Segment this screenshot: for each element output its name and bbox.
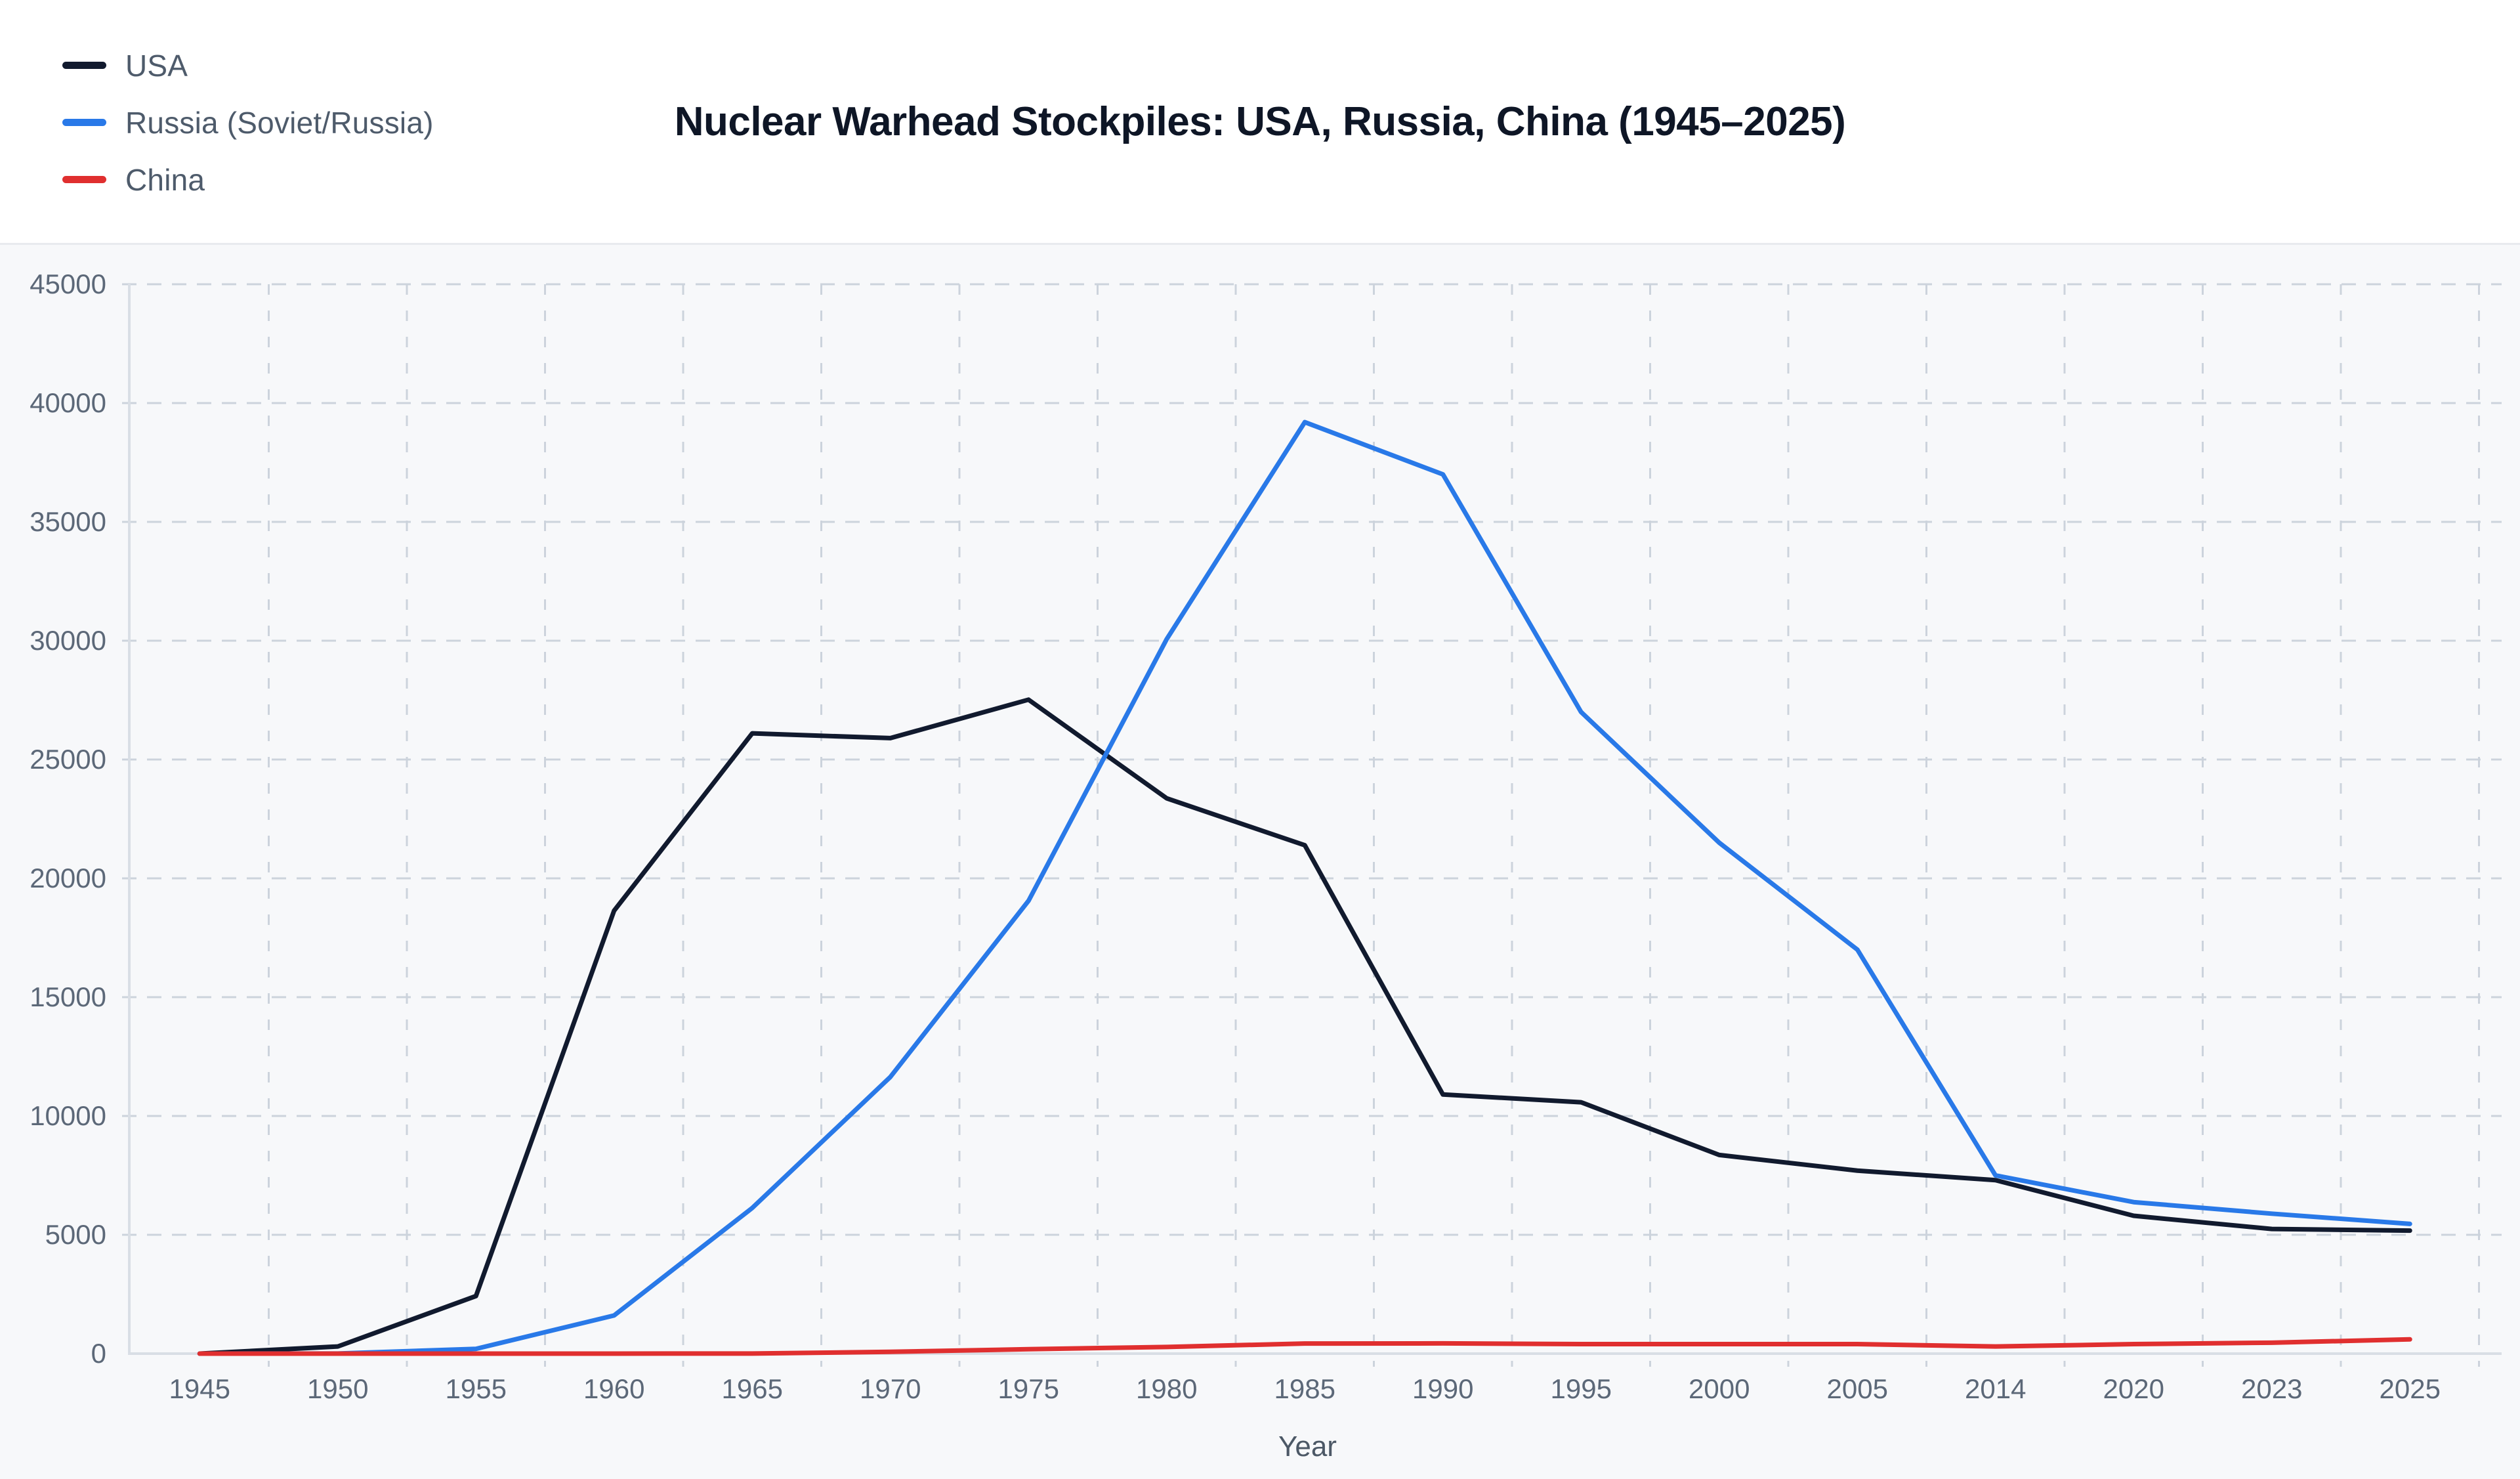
legend-label-china: China: [125, 162, 205, 197]
y-tick-label: 15000: [30, 981, 106, 1012]
x-tick-label: 2014: [1965, 1373, 2026, 1404]
plot-area: [0, 245, 2520, 1479]
x-axis-title: Year: [1278, 1430, 1337, 1463]
x-tick-label: 1990: [1412, 1373, 1473, 1404]
y-tick-label: 10000: [30, 1100, 106, 1131]
legend-label-russia: Russia (Soviet/Russia): [125, 105, 434, 140]
x-tick-label: 2000: [1689, 1373, 1750, 1404]
china-line-swatch-icon: [62, 176, 106, 183]
series-line-china: [197, 1337, 2412, 1356]
y-tick-label: 5000: [45, 1219, 106, 1250]
x-tick-label: 2023: [2241, 1373, 2302, 1404]
legend-item-china[interactable]: China: [62, 151, 434, 208]
russia-line-swatch-icon: [62, 119, 106, 126]
page-title: Nuclear Warhead Stockpiles: USA, Russia,…: [674, 99, 1846, 144]
y-tick-label: 0: [91, 1338, 106, 1369]
x-tick-label: 1975: [998, 1373, 1059, 1404]
legend-item-russia[interactable]: Russia (Soviet/Russia): [62, 94, 434, 151]
x-tick-label: 2020: [2103, 1373, 2164, 1404]
y-tick-label: 45000: [30, 268, 106, 299]
series-line-russia-soviet-russia: [197, 419, 2412, 1356]
header-divider: [0, 243, 2520, 245]
x-tick-label: 1945: [169, 1373, 230, 1404]
y-tick-label: 30000: [30, 625, 106, 656]
x-tick-label: 1970: [860, 1373, 921, 1404]
x-tick-label: 2005: [1827, 1373, 1888, 1404]
x-tick-label: 1950: [307, 1373, 368, 1404]
y-tick-label: 35000: [30, 506, 106, 537]
x-tick-label: 1980: [1136, 1373, 1197, 1404]
x-tick-label: 1985: [1274, 1373, 1335, 1404]
x-tick-label: 1965: [722, 1373, 783, 1404]
x-tick-label: 1995: [1551, 1373, 1612, 1404]
y-tick-label: 20000: [30, 863, 106, 893]
x-tick-label: 1960: [583, 1373, 644, 1404]
legend-item-usa[interactable]: USA: [62, 37, 434, 94]
x-tick-label: 2025: [2380, 1373, 2441, 1404]
y-tick-label: 40000: [30, 387, 106, 418]
legend: USA Russia (Soviet/Russia) China: [62, 37, 434, 208]
x-tick-label: 1955: [446, 1373, 507, 1404]
series-line-usa: [197, 697, 2412, 1356]
usa-line-swatch-icon: [62, 62, 106, 69]
legend-label-usa: USA: [125, 48, 188, 83]
chart-header: USA Russia (Soviet/Russia) China Nuclear…: [0, 0, 2520, 243]
y-tick-label: 25000: [30, 744, 106, 775]
